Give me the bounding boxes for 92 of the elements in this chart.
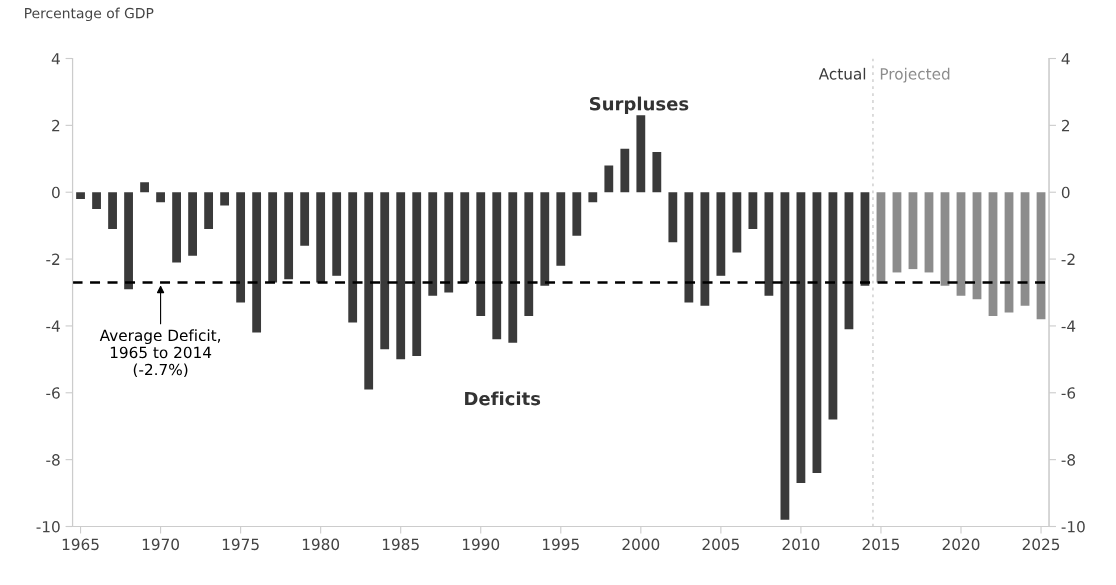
y2-tick-label: 4 (1061, 53, 1070, 65)
x-tick-label: 2020 (942, 538, 980, 551)
bar (876, 192, 886, 283)
bar (812, 192, 822, 474)
bar (220, 192, 230, 206)
bar (924, 192, 934, 273)
y-axis-title: Percentage of GDP (25, 7, 154, 22)
text: Projected (880, 67, 950, 83)
bar (364, 192, 374, 390)
x-tick-label: 1985 (382, 538, 419, 551)
x-tick-label: 2010 (782, 538, 820, 551)
y-tick-label: -8 (46, 454, 60, 466)
bar (748, 192, 758, 229)
bar (108, 192, 117, 229)
bar (668, 192, 678, 243)
bar (780, 192, 790, 520)
bar (284, 192, 294, 280)
x-tick-label: 1995 (543, 538, 579, 551)
x-tick-label: 1975 (222, 538, 259, 551)
bar (524, 192, 534, 316)
text: Actual (818, 67, 866, 80)
bar (988, 192, 998, 316)
bar (236, 192, 246, 303)
y-tick-label: -10 (36, 520, 60, 533)
bar (540, 192, 550, 286)
bar (76, 192, 85, 199)
bar (828, 192, 838, 420)
bar (956, 192, 966, 296)
y2-tick-label: -2 (1061, 253, 1075, 265)
bar (380, 192, 390, 350)
bar (204, 192, 214, 229)
bar (252, 192, 262, 333)
bar (428, 192, 438, 296)
bar (268, 192, 278, 283)
x-tick-label: 1970 (142, 538, 180, 551)
bar (332, 192, 342, 276)
bar (300, 192, 310, 246)
y2-tick-label: -8 (1061, 454, 1076, 466)
bar (732, 192, 742, 253)
bar (700, 192, 710, 306)
bar (764, 192, 774, 296)
x-tick-label: 1965 (62, 538, 99, 551)
bar (124, 192, 133, 290)
annotation: Surpluses (589, 96, 689, 115)
y-tick-label: -2 (46, 253, 60, 265)
y2-tick-label: -4 (1061, 320, 1076, 332)
bar (444, 192, 454, 293)
y2-tick-label: 2 (1061, 119, 1070, 132)
bar (1004, 192, 1014, 313)
bar (156, 192, 165, 203)
bar (476, 192, 486, 316)
bar (492, 192, 502, 340)
y-tick-label: -6 (46, 387, 60, 399)
bar (908, 192, 918, 270)
bar (348, 192, 358, 323)
bar (892, 192, 902, 273)
bar (604, 165, 614, 193)
bar (572, 192, 582, 236)
bar (716, 192, 726, 276)
x-tick-label: 2015 (862, 538, 900, 551)
bar (972, 192, 982, 300)
y2-tick-label: 0 (1061, 186, 1070, 199)
bar (588, 192, 598, 203)
bar (412, 192, 422, 357)
bar (396, 192, 406, 360)
bar (940, 192, 950, 286)
bar (620, 148, 630, 193)
bar (796, 192, 806, 484)
bar (188, 192, 197, 256)
bar (636, 115, 646, 193)
y-tick-label: 2 (52, 119, 60, 132)
x-tick-label: 2025 (1022, 538, 1060, 551)
y-tick-label: -4 (46, 320, 60, 332)
annotation: Deficits (465, 391, 541, 406)
x-tick-label: 1990 (462, 538, 500, 551)
x-tick-label: 2000 (622, 538, 660, 551)
bar (140, 182, 149, 193)
y-tick-label: 0 (52, 186, 60, 199)
bar (652, 152, 662, 193)
bar (316, 192, 326, 283)
y2-tick-label: -6 (1061, 387, 1076, 399)
bar (684, 192, 694, 303)
y-tick-label: 4 (51, 53, 60, 65)
bar (508, 192, 518, 343)
bar (92, 192, 101, 209)
x-tick-label: 1980 (302, 538, 340, 551)
y2-tick-label: -10 (1061, 520, 1085, 533)
bar (172, 192, 181, 263)
ref-line-label: Average Deficit, 1965 to 2014 (-2.7%) (99, 329, 221, 378)
bar (460, 192, 470, 283)
x-tick-label: 2005 (702, 538, 739, 551)
bar (556, 192, 566, 266)
